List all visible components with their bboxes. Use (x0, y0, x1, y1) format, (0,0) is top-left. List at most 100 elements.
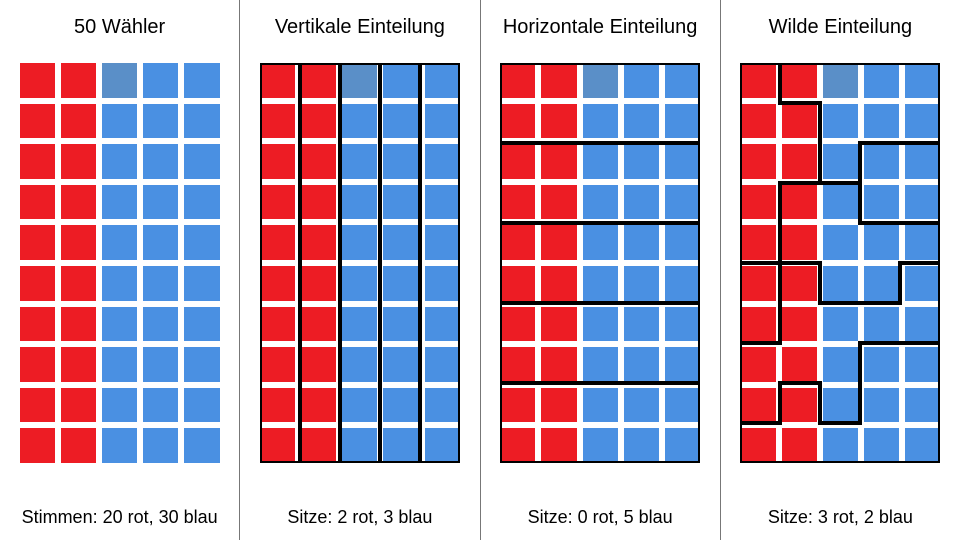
voter-cell (102, 144, 137, 179)
voter-cell (425, 266, 460, 301)
voter-cell (184, 63, 219, 98)
voter-cell (624, 428, 659, 463)
voter-cell (541, 225, 576, 260)
voter-cell (665, 104, 700, 139)
voter-cell (624, 266, 659, 301)
voter-cell (260, 428, 295, 463)
voter-cell (583, 104, 618, 139)
voter-cell (541, 428, 576, 463)
voter-cell (425, 307, 460, 342)
voter-cell (301, 104, 336, 139)
voter-cell (905, 428, 940, 463)
voter-cell (383, 225, 418, 260)
voter-cell (102, 307, 137, 342)
voter-cell (905, 307, 940, 342)
voter-cell (20, 104, 55, 139)
voter-cell (905, 225, 940, 260)
voter-cell (782, 63, 817, 98)
voter-cell (342, 347, 377, 382)
voter-cell (143, 63, 178, 98)
voter-cell (500, 185, 535, 220)
voter-cell (301, 144, 336, 179)
voter-cell (143, 428, 178, 463)
voter-cell (740, 144, 775, 179)
voter-cell (20, 144, 55, 179)
voter-cell (823, 307, 858, 342)
voter-cell (342, 225, 377, 260)
voter-cell (102, 185, 137, 220)
voter-cell (541, 388, 576, 423)
voter-cell (905, 185, 940, 220)
voter-cell (425, 144, 460, 179)
voter-cell (583, 266, 618, 301)
voter-cell (624, 104, 659, 139)
voter-cell (301, 63, 336, 98)
voter-cell (342, 388, 377, 423)
voter-cell (823, 347, 858, 382)
voter-cell (905, 104, 940, 139)
voter-cell (20, 225, 55, 260)
voter-cell (260, 266, 295, 301)
voter-cell (823, 428, 858, 463)
voter-cell (665, 266, 700, 301)
voter-cell (782, 307, 817, 342)
voter-cell (184, 347, 219, 382)
voter-cell (583, 63, 618, 98)
voter-cell (184, 225, 219, 260)
voter-cell (20, 388, 55, 423)
voter-cell (383, 307, 418, 342)
voter-cell (61, 63, 96, 98)
voter-cell (383, 144, 418, 179)
voter-cell (823, 225, 858, 260)
voter-cell (624, 185, 659, 220)
voter-cell (864, 307, 899, 342)
voter-cell (184, 104, 219, 139)
voter-cell (342, 144, 377, 179)
voter-cell (184, 144, 219, 179)
voter-cell (624, 347, 659, 382)
grid-wrap (740, 63, 940, 463)
voter-cell (143, 144, 178, 179)
voter-cell (823, 388, 858, 423)
voter-cell (905, 347, 940, 382)
voter-cell (425, 347, 460, 382)
voter-cell (541, 63, 576, 98)
voter-cell (61, 144, 96, 179)
voter-cell (864, 388, 899, 423)
voter-cell (864, 428, 899, 463)
voter-cell (740, 104, 775, 139)
voter-cell (864, 63, 899, 98)
voter-cell (583, 225, 618, 260)
voter-cell (782, 428, 817, 463)
voter-cell (301, 185, 336, 220)
voter-cell (541, 266, 576, 301)
voter-cell (342, 63, 377, 98)
voter-cell (342, 307, 377, 342)
panel-title: Wilde Einteilung (769, 16, 912, 39)
voter-cell (102, 225, 137, 260)
voter-cell (583, 428, 618, 463)
panel-caption: Sitze: 3 rot, 2 blau (768, 491, 913, 528)
voter-cell (500, 347, 535, 382)
voter-grid (500, 63, 700, 463)
voter-cell (301, 388, 336, 423)
voter-cell (102, 63, 137, 98)
voter-cell (782, 144, 817, 179)
voter-cell (500, 104, 535, 139)
voter-cell (383, 185, 418, 220)
voter-cell (782, 388, 817, 423)
voter-cell (301, 347, 336, 382)
voter-cell (500, 144, 535, 179)
voter-grid (20, 63, 220, 463)
voter-cell (782, 104, 817, 139)
voter-cell (583, 185, 618, 220)
voter-cell (143, 266, 178, 301)
panel-caption: Sitze: 0 rot, 5 blau (528, 491, 673, 528)
voter-cell (301, 266, 336, 301)
voter-cell (864, 185, 899, 220)
voter-cell (383, 428, 418, 463)
voter-cell (864, 144, 899, 179)
voter-cell (61, 307, 96, 342)
voter-cell (61, 266, 96, 301)
voter-cell (624, 388, 659, 423)
